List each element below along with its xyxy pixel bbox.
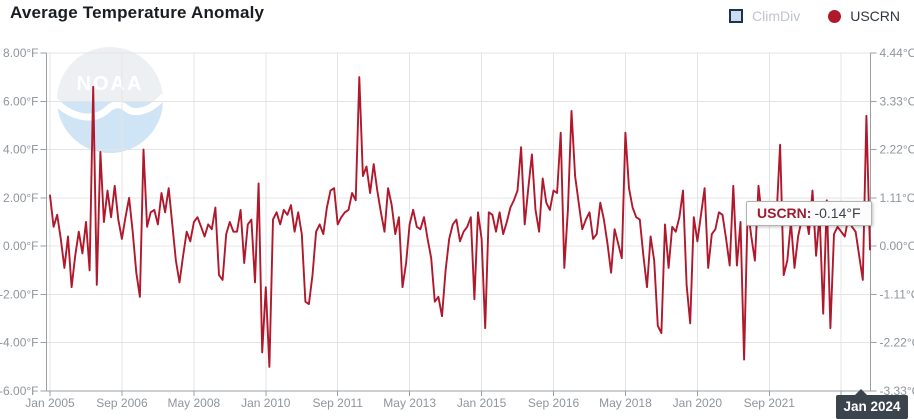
tooltip-value: -0.14°F: [814, 205, 861, 221]
y-axis-label-right: -3.33°C: [880, 384, 914, 398]
legend-item-uscrn[interactable]: USCRN: [828, 8, 900, 24]
x-axis-label: Jan 2020: [673, 396, 723, 410]
x-axis-label: Jan 2010: [241, 396, 291, 410]
y-axis-label-left: -6.00°F: [0, 384, 39, 398]
legend-label-uscrn: USCRN: [850, 8, 900, 24]
crosshair-date-label: Jan 2024: [843, 399, 901, 414]
y-axis-label-right: 1.11°C: [880, 191, 914, 205]
x-axis-label: Sep 2011: [312, 396, 363, 410]
y-axis-label-right: 4.44°C: [880, 46, 914, 60]
y-axis-label-left: 6.00°F: [3, 94, 38, 108]
y-axis-label-left: 4.00°F: [3, 143, 38, 157]
x-axis-label: Jan 2005: [25, 396, 75, 410]
y-axis-label-right: 0.00°C: [880, 239, 914, 253]
x-axis-label: Jan 2015: [457, 396, 507, 410]
legend-item-climdiv[interactable]: ClimDiv: [729, 8, 800, 24]
y-axis-label-left: 2.00°F: [3, 191, 38, 205]
x-axis-label: May 2013: [383, 396, 436, 410]
tooltip-series-label: USCRN:: [757, 205, 812, 221]
uscrn-line-series[interactable]: [49, 76, 871, 368]
x-axis-label: May 2008: [168, 396, 221, 410]
y-axis-label-left: -2.00°F: [0, 287, 39, 301]
uscrn-swatch-icon: [828, 9, 842, 23]
y-axis-label-right: 3.33°C: [880, 94, 914, 108]
x-axis-label: Sep 2006: [96, 396, 148, 410]
climdiv-swatch-icon: [729, 9, 743, 23]
tooltip: USCRN: -0.14°F: [746, 201, 872, 226]
x-axis-label: Sep 2021: [744, 396, 796, 410]
y-axis-label-right: 2.22°C: [880, 143, 914, 157]
y-axis-label-left: -4.00°F: [0, 336, 39, 350]
y-axis-label-left: 8.00°F: [3, 46, 38, 60]
watermark-text: NOAA: [77, 73, 144, 95]
page-title: Average Temperature Anomaly: [10, 3, 265, 22]
x-axis-label: Sep 2016: [528, 396, 580, 410]
legend: ClimDiv USCRN: [729, 8, 900, 24]
y-axis-label-left: 0.00°F: [3, 239, 38, 253]
y-axis-label-right: -1.11°C: [880, 287, 914, 301]
crosshair-date-badge: Jan 2024: [836, 389, 908, 419]
y-axis-label-right: -2.22°C: [880, 336, 914, 350]
legend-label-climdiv: ClimDiv: [752, 8, 801, 24]
x-axis-label: May 2018: [599, 396, 652, 410]
